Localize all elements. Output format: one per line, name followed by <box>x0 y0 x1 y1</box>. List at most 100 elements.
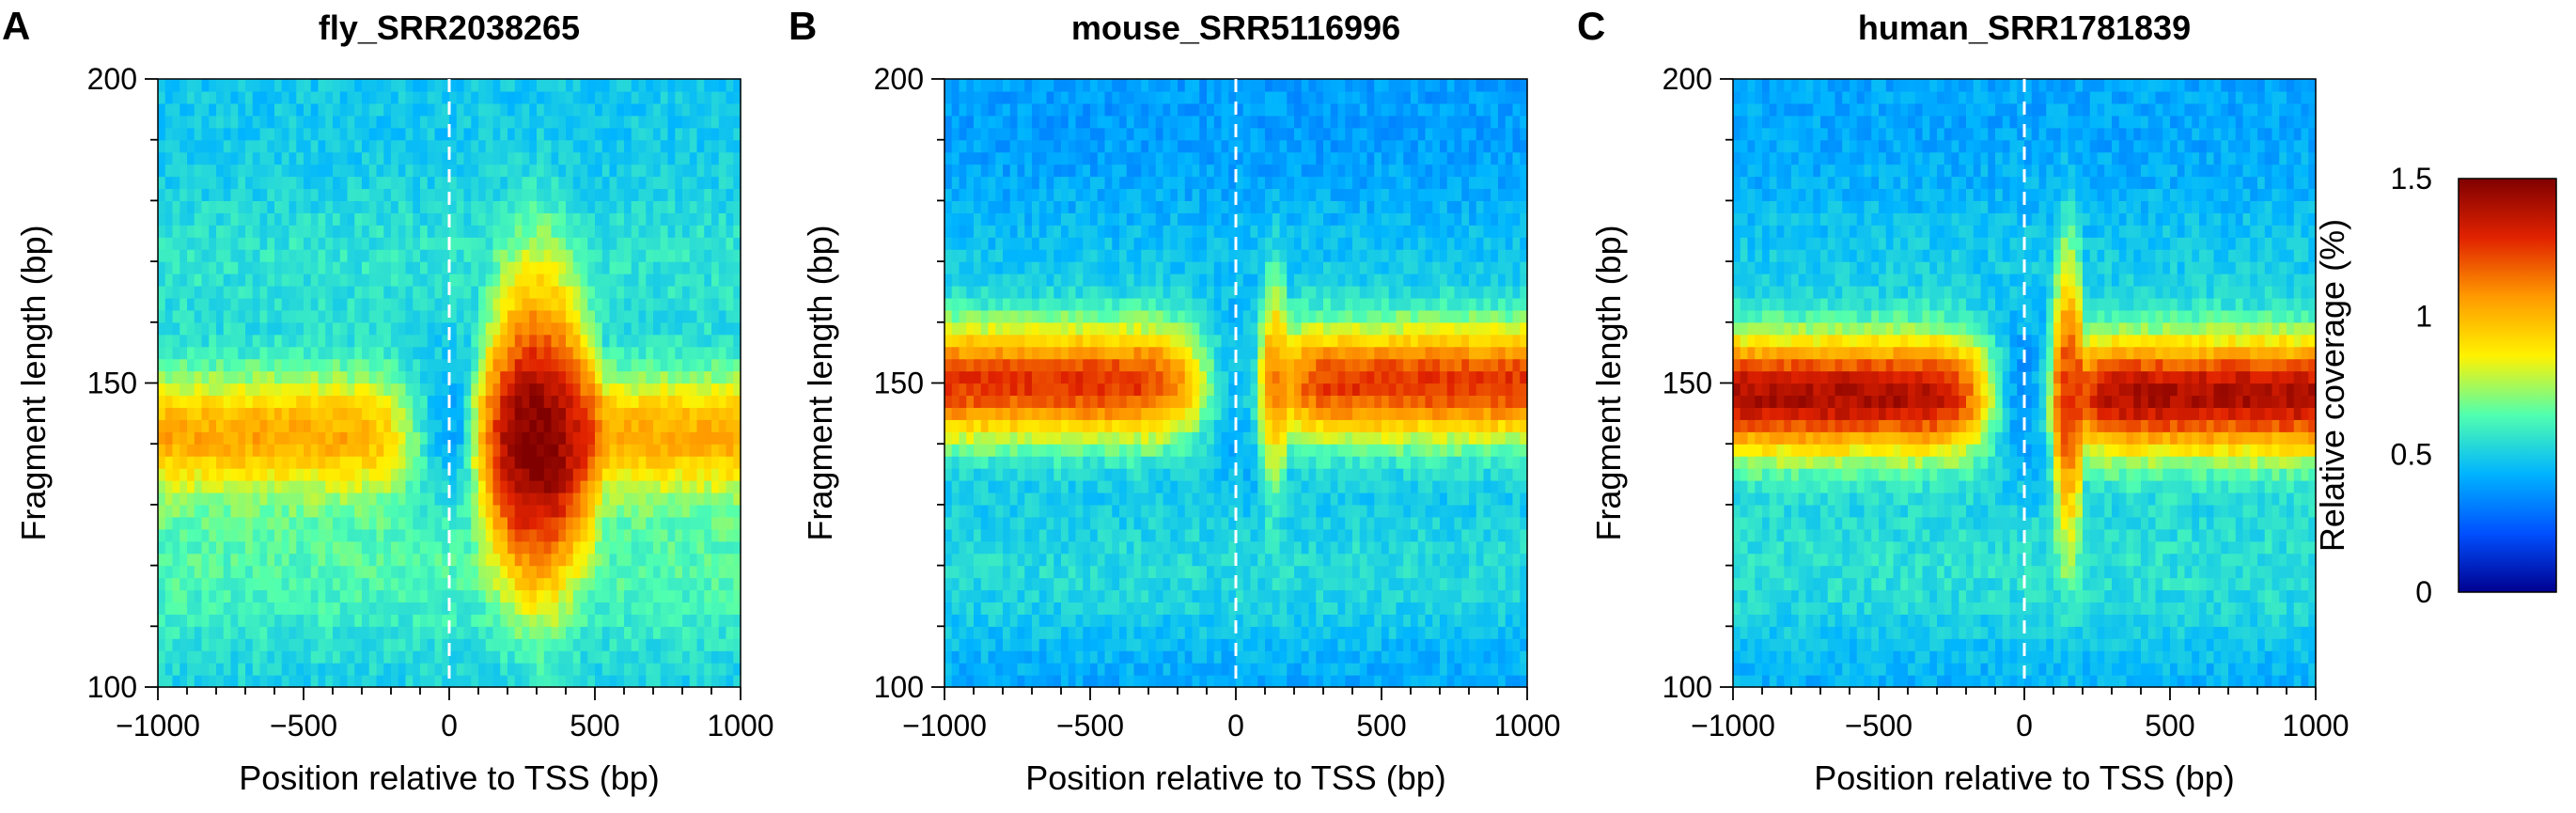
heatmap-cell <box>304 626 312 639</box>
heatmap-cell <box>1425 675 1433 688</box>
heatmap-cell <box>733 285 742 299</box>
heatmap-cell <box>310 79 320 92</box>
heatmap-cell <box>638 115 647 129</box>
heatmap-cell <box>194 309 203 323</box>
heatmap-cell <box>587 321 596 336</box>
heatmap-cell <box>689 261 698 274</box>
heatmap-cell <box>595 638 603 651</box>
heatmap-cell <box>726 188 734 201</box>
heatmap-cell <box>463 663 472 676</box>
heatmap-cell <box>514 589 523 603</box>
heatmap-cell <box>463 334 472 348</box>
heatmap-cell <box>252 139 261 153</box>
heatmap-cell <box>347 346 355 360</box>
heatmap-cell <box>689 383 698 397</box>
heatmap-cell <box>362 468 370 481</box>
heatmap-cell <box>1038 589 1048 603</box>
heatmap-cell <box>551 225 559 238</box>
heatmap-cell <box>230 102 239 117</box>
heatmap-cell <box>347 614 355 627</box>
heatmap-cell <box>696 164 705 178</box>
heatmap-cell <box>1119 650 1128 664</box>
heatmap-cell <box>1323 650 1332 664</box>
heatmap-cell <box>667 237 676 250</box>
heatmap-cell <box>267 225 275 238</box>
heatmap-cell <box>420 419 429 432</box>
heatmap-cell <box>638 383 647 397</box>
heatmap-cell <box>1054 650 1062 664</box>
heatmap-cell <box>974 602 982 615</box>
heatmap-cell <box>325 589 334 603</box>
heatmap-cell <box>566 139 574 153</box>
heatmap-cell <box>281 663 290 676</box>
heatmap-cell <box>478 431 487 445</box>
heatmap-cell <box>609 285 617 299</box>
heatmap-cell <box>209 468 217 481</box>
heatmap-cell <box>209 407 217 420</box>
heatmap-cell <box>551 151 559 165</box>
heatmap-cell <box>230 309 239 323</box>
heatmap-cell <box>289 638 297 651</box>
heatmap-cell <box>543 90 553 104</box>
heatmap-cell <box>368 444 378 457</box>
heatmap-cell <box>201 237 210 250</box>
heatmap-cell <box>587 614 596 627</box>
heatmap-cell <box>1454 589 1462 603</box>
heatmap-cell <box>689 492 698 506</box>
heatmap-cell <box>216 589 225 603</box>
heatmap-cell <box>624 565 632 579</box>
heatmap-cell <box>158 261 166 274</box>
heatmap-cell <box>296 419 304 432</box>
heatmap-cell <box>580 480 588 493</box>
heatmap-cell <box>733 516 742 530</box>
heatmap-cell <box>566 614 574 627</box>
heatmap-cell <box>391 589 399 603</box>
heatmap-cell <box>230 164 239 178</box>
heatmap-cell <box>653 540 662 555</box>
heatmap-cell <box>289 139 297 153</box>
heatmap-cell <box>405 444 414 457</box>
heatmap-cell <box>274 127 283 141</box>
heatmap-cell <box>274 151 283 165</box>
heatmap-cell <box>209 274 217 287</box>
heatmap-cell <box>230 602 239 615</box>
heatmap-cell <box>1097 602 1106 615</box>
heatmap-cell <box>711 346 720 360</box>
heatmap-cell <box>1148 589 1157 603</box>
heatmap-cell <box>580 444 588 457</box>
heatmap-cell <box>653 516 662 530</box>
heatmap-cell <box>537 261 545 274</box>
heatmap-cell <box>391 516 399 530</box>
heatmap-cell <box>354 90 363 104</box>
heatmap-cell <box>187 419 195 432</box>
heatmap-cell <box>267 249 275 262</box>
heatmap-cell <box>675 504 683 518</box>
heatmap-cell <box>646 444 654 457</box>
heatmap-cell <box>617 504 625 518</box>
heatmap-cell <box>194 663 203 676</box>
heatmap-cell <box>646 115 654 129</box>
heatmap-cell <box>595 516 603 530</box>
heatmap-cell <box>1483 614 1491 627</box>
heatmap-cell <box>368 383 378 397</box>
heatmap-cell <box>274 225 283 238</box>
heatmap-cell <box>1155 650 1164 664</box>
heatmap-cell <box>580 115 588 129</box>
heatmap-cell <box>296 480 304 493</box>
heatmap-cell <box>172 492 180 506</box>
heatmap-cell <box>245 139 254 153</box>
heatmap-cell <box>383 334 392 348</box>
heatmap-cell <box>718 261 727 274</box>
heatmap-cell <box>333 553 341 567</box>
heatmap-cell <box>442 638 450 651</box>
heatmap-cell <box>427 321 436 336</box>
heatmap-cell <box>514 200 523 213</box>
heatmap-cell <box>631 419 640 432</box>
heatmap-cell <box>368 115 378 129</box>
heatmap-cell <box>492 237 501 250</box>
heatmap-cell <box>1112 614 1120 627</box>
heatmap-cell <box>572 309 582 323</box>
heatmap-cell <box>1242 638 1252 651</box>
heatmap-cell <box>733 90 742 104</box>
heatmap-cell <box>1163 589 1171 603</box>
